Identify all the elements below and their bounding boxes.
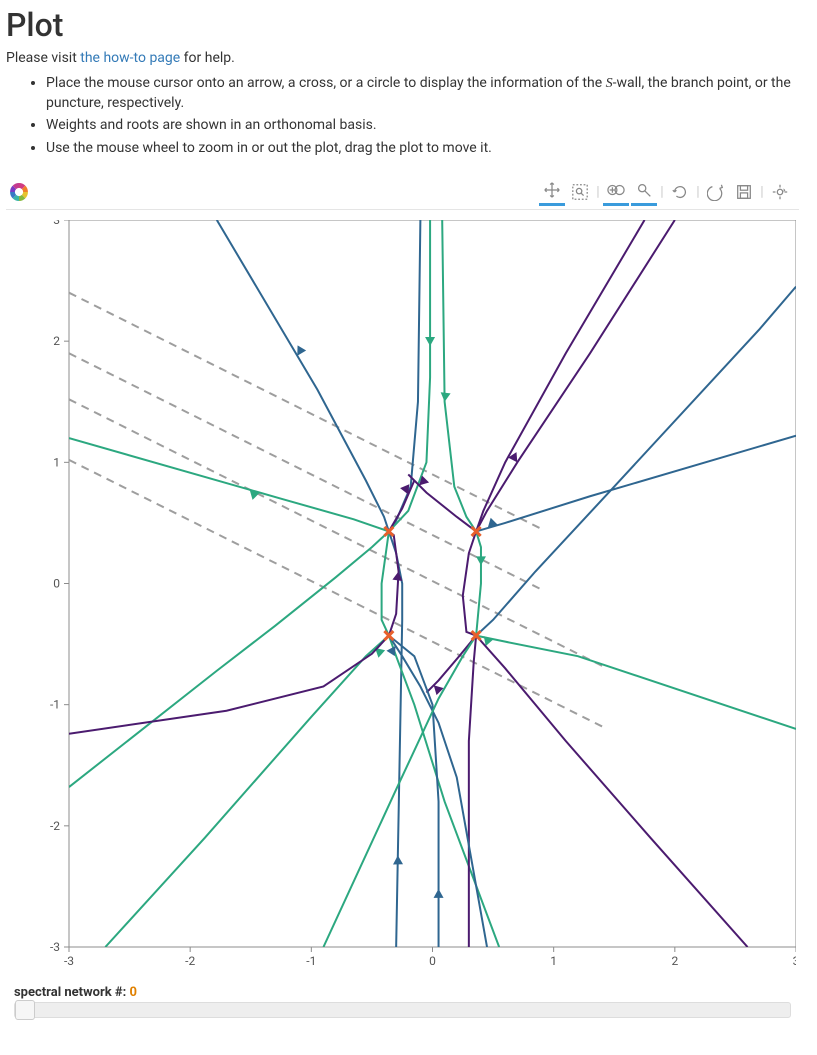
- plot-area[interactable]: -3 -2 -1 0 1 2 3 -3 -2 -1 0 1 2 3: [14, 220, 799, 979]
- help-suffix: for help.: [180, 50, 235, 66]
- help-text: Please visit the how-to page for help.: [6, 50, 799, 66]
- svg-text:-2: -2: [50, 819, 60, 833]
- svg-text:-3: -3: [64, 954, 74, 968]
- page-title: Plot: [6, 6, 799, 44]
- bokeh-logo-icon[interactable]: [8, 181, 30, 203]
- svg-text:1: 1: [550, 954, 557, 968]
- note-2: Weights and roots are shown in an orthon…: [46, 116, 799, 136]
- toolbar-separator: |: [659, 179, 665, 205]
- svg-text:-3: -3: [50, 940, 60, 954]
- svg-text:-2: -2: [185, 954, 195, 968]
- network-slider[interactable]: [14, 1002, 791, 1018]
- reset-tool[interactable]: [667, 179, 693, 205]
- tap-tool[interactable]: [631, 177, 657, 206]
- save-tool[interactable]: [731, 179, 757, 205]
- svg-text:-1: -1: [306, 954, 316, 968]
- slider-label: spectral network #: 0: [14, 985, 799, 1000]
- svg-text:3: 3: [53, 220, 60, 227]
- svg-text:2: 2: [671, 954, 678, 968]
- toolbar: | | | |: [6, 174, 799, 210]
- svg-text:2: 2: [53, 335, 60, 349]
- svg-text:1: 1: [53, 456, 60, 470]
- box-zoom-tool[interactable]: [567, 179, 593, 205]
- redo-tool[interactable]: [703, 179, 729, 205]
- toolbar-separator: |: [695, 179, 701, 205]
- notes-list: Place the mouse cursor onto an arrow, a …: [6, 74, 799, 158]
- wheel-zoom-tool[interactable]: [603, 177, 629, 206]
- svg-text:0: 0: [53, 577, 60, 591]
- svg-text:3: 3: [793, 954, 796, 968]
- howto-link[interactable]: the how-to page: [80, 50, 180, 66]
- plot-svg[interactable]: -3 -2 -1 0 1 2 3 -3 -2 -1 0 1 2 3: [14, 220, 796, 975]
- hover-tool[interactable]: [767, 179, 793, 205]
- slider-value: 0: [129, 985, 136, 1000]
- svg-text:0: 0: [429, 954, 436, 968]
- note-1: Place the mouse cursor onto an arrow, a …: [46, 74, 799, 113]
- pan-tool[interactable]: [539, 177, 565, 206]
- help-prefix: Please visit: [6, 50, 80, 66]
- slider-thumb[interactable]: [15, 1000, 35, 1020]
- note-3: Use the mouse wheel to zoom in or out th…: [46, 139, 799, 159]
- toolbar-separator: |: [595, 179, 601, 205]
- toolbar-separator: |: [759, 179, 765, 205]
- svg-text:-1: -1: [50, 698, 60, 712]
